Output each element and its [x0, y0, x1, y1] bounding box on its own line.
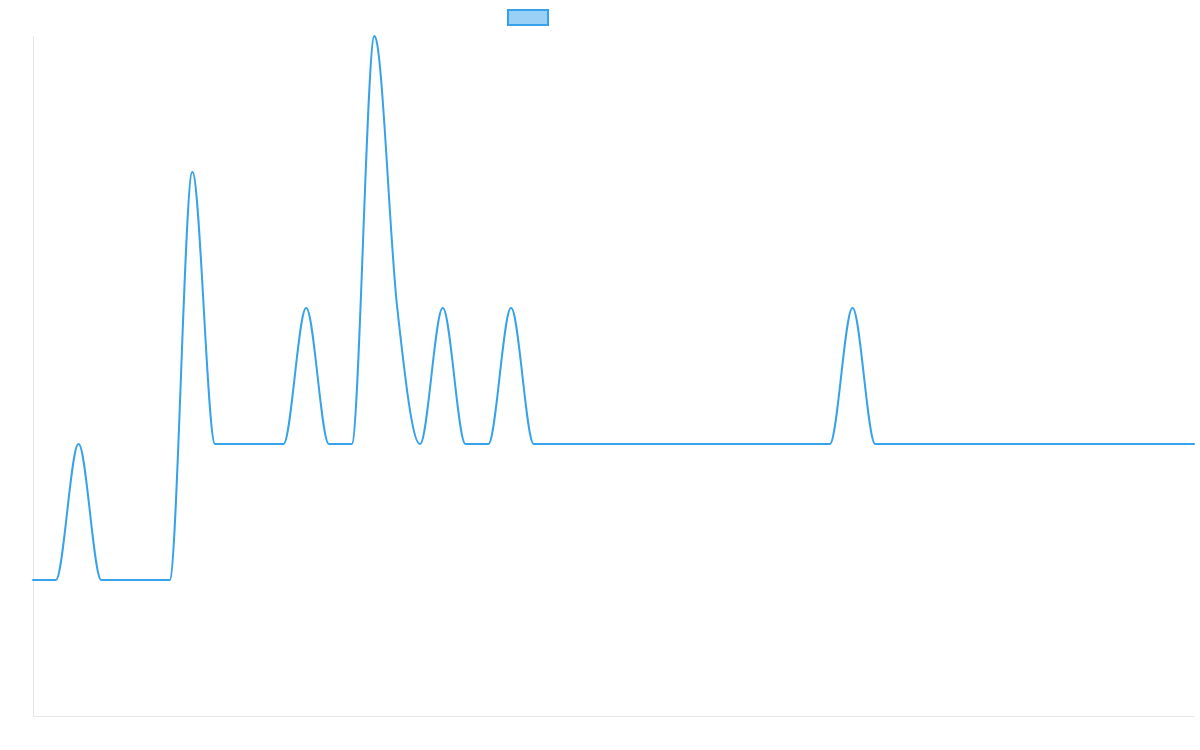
- legend[interactable]: [507, 9, 549, 26]
- axes: [33, 36, 1194, 717]
- series-layer: [32, 35, 1195, 581]
- series-line-0[interactable]: [32, 35, 1195, 581]
- legend-swatch[interactable]: [507, 9, 549, 26]
